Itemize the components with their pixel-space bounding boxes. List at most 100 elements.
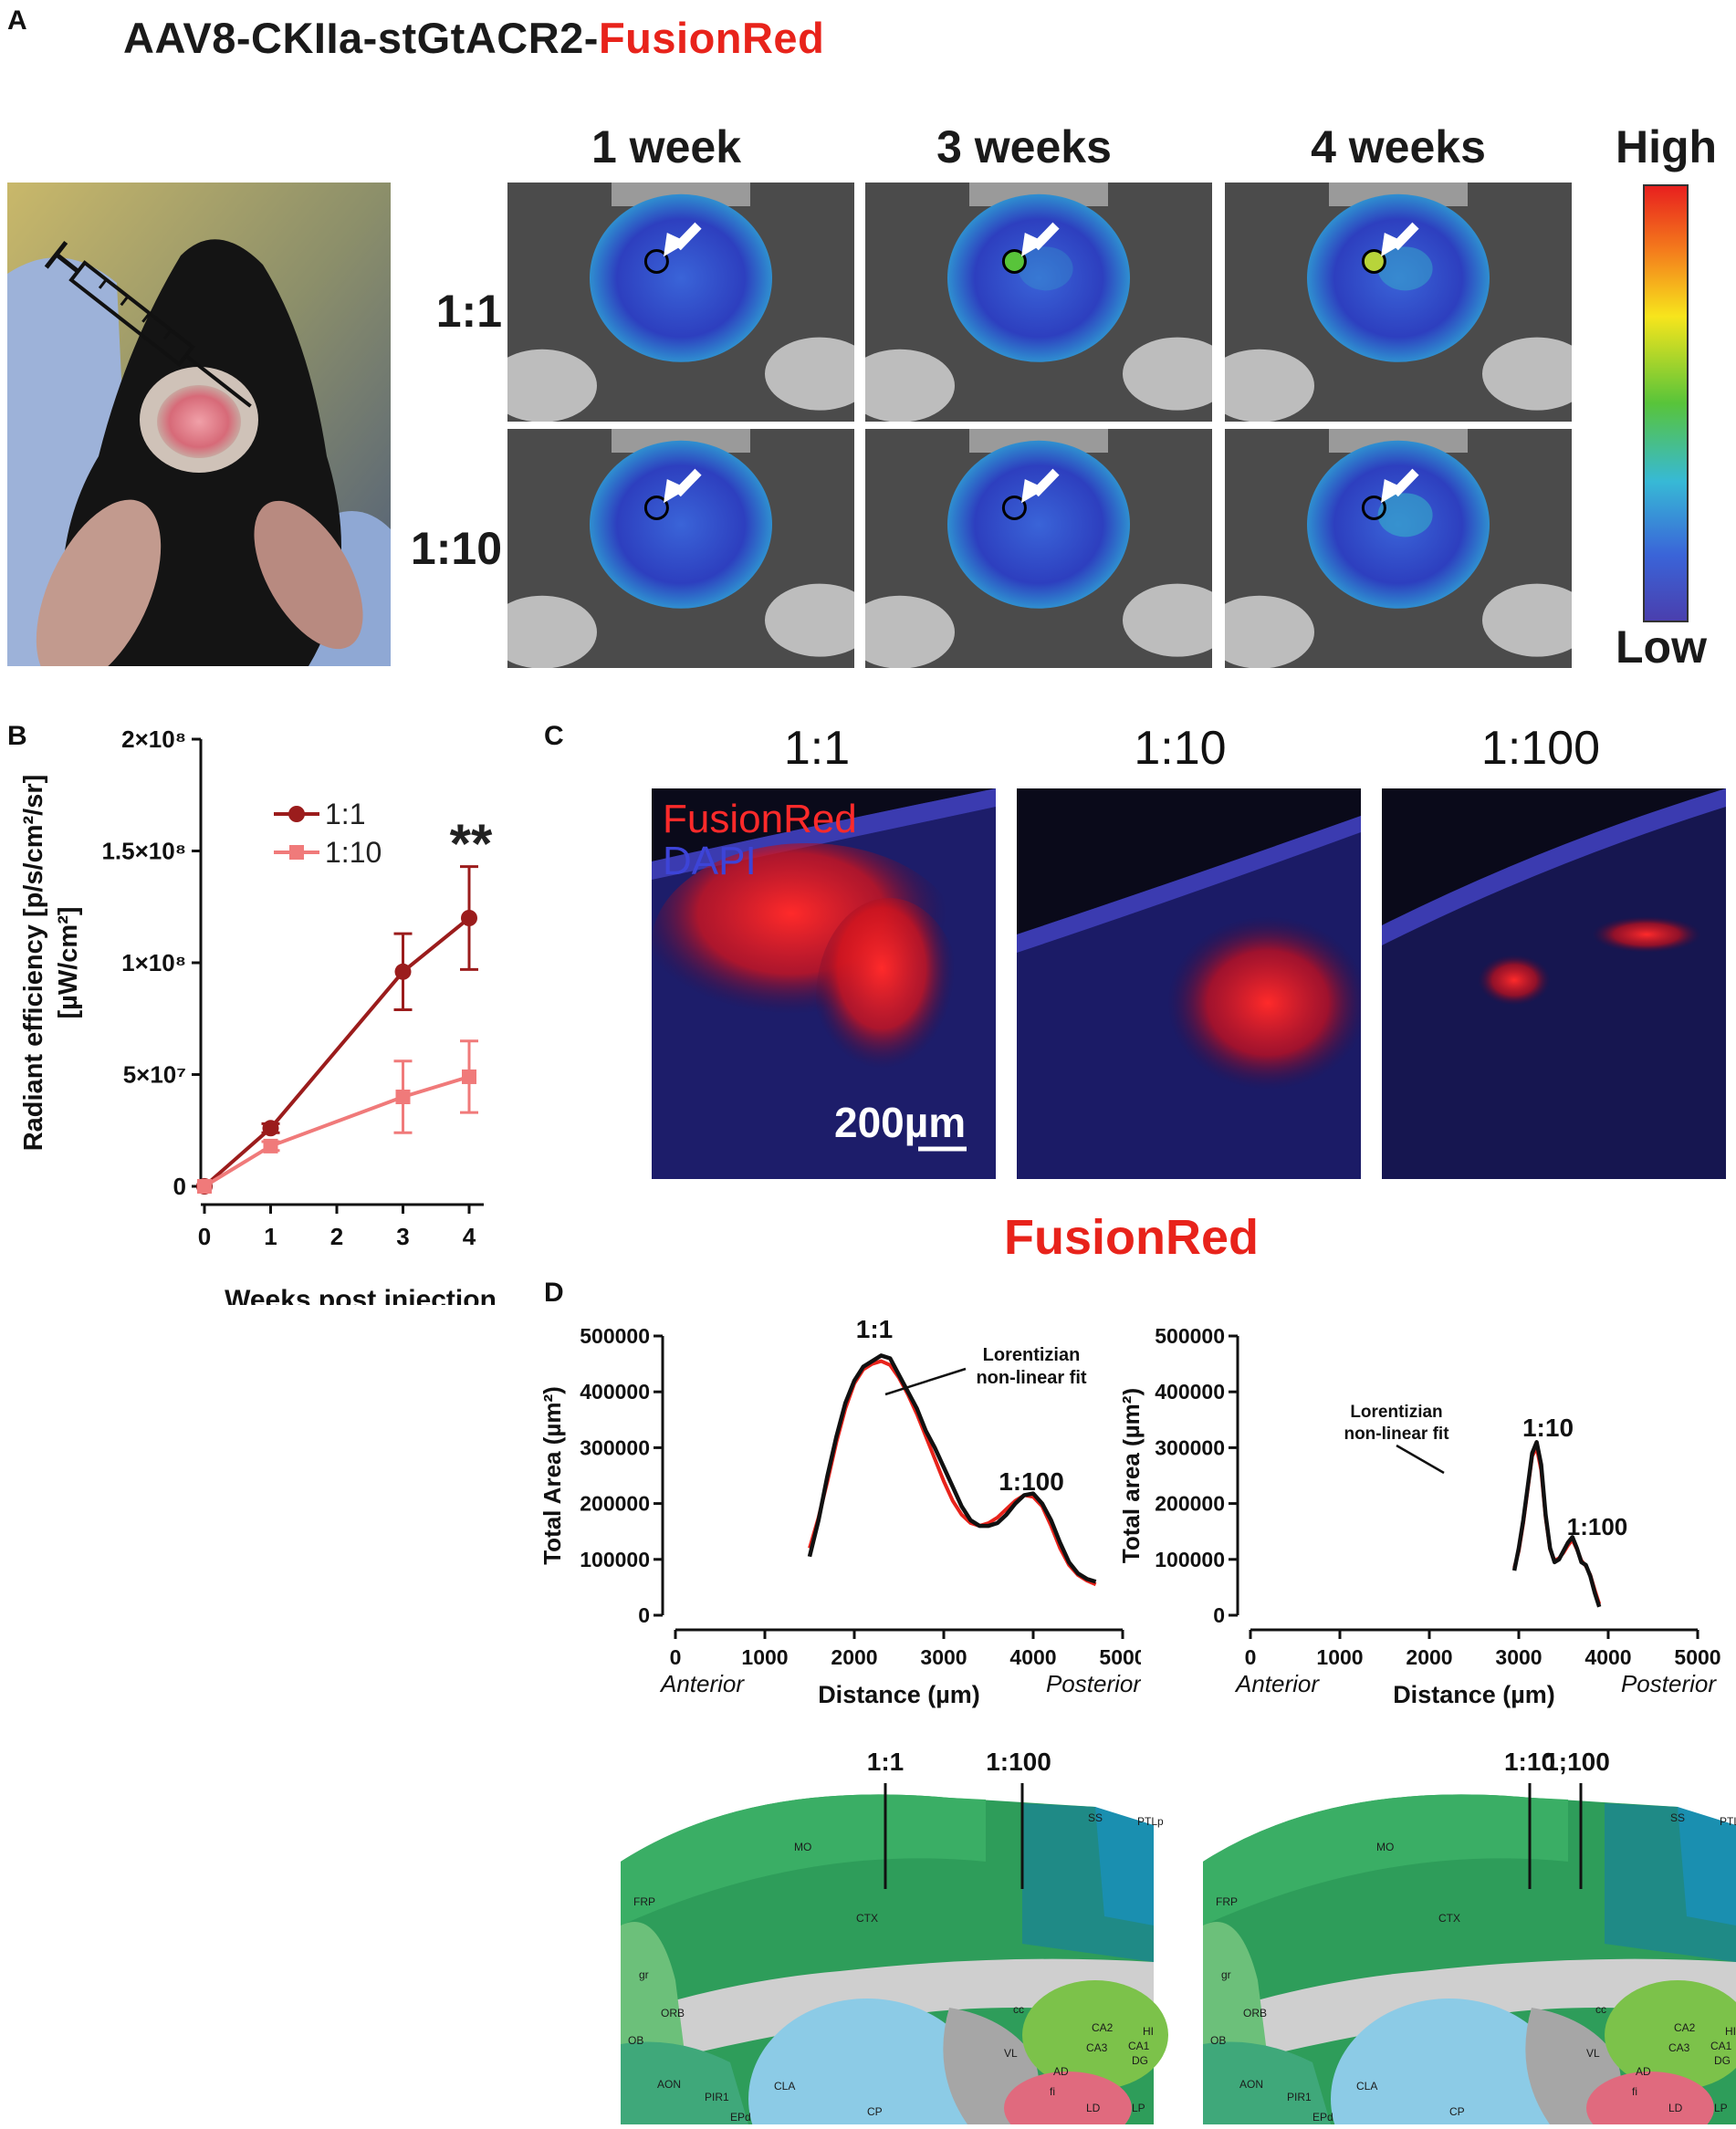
annotation: 1:10 xyxy=(1522,1414,1574,1442)
y-tick-label: 200000 xyxy=(580,1492,650,1516)
x-tick-label: 2000 xyxy=(831,1645,877,1669)
atlas-label: LD xyxy=(1668,2102,1683,2114)
ivis-image-1:10-4-weeks xyxy=(1225,429,1572,668)
data-point-1:10 xyxy=(462,1069,476,1084)
shoulder-right xyxy=(1123,337,1212,411)
atlas-label: CTX xyxy=(1438,1912,1460,1925)
atlas-label: AON xyxy=(657,2078,681,2091)
color-scale-bar xyxy=(1643,184,1689,622)
atlas-label: PIR1 xyxy=(1287,2091,1312,2103)
shoulder-left xyxy=(1225,349,1314,422)
ivis-image-1:1-1-week xyxy=(507,183,854,422)
x-tick-label: 4000 xyxy=(1009,1645,1056,1669)
atlas-label: DG xyxy=(1132,2054,1148,2067)
row-label-1-10: 1:10 xyxy=(410,523,502,574)
ivis-image-1:1-4-weeks xyxy=(1225,183,1572,422)
atlas-label: MO xyxy=(1376,1841,1394,1853)
y-tick-label: 0 xyxy=(638,1603,650,1627)
series-data xyxy=(807,1353,1097,1584)
ivis-scan xyxy=(865,183,1212,422)
x-note-posterior: Posterior xyxy=(1621,1670,1717,1697)
atlas-label: DG xyxy=(1714,2054,1731,2067)
panel-a-title: AAV8-CKIIa-stGtACR2-FusionRed xyxy=(123,13,824,63)
atlas-label: EPd xyxy=(730,2111,751,2124)
y-axis-label-line2: [µW/cm²] xyxy=(54,906,83,1018)
scale-high-label: High xyxy=(1616,121,1718,172)
atlas-label: CLA xyxy=(774,2080,795,2092)
signal-region xyxy=(590,193,772,362)
y-tick-label: 0 xyxy=(1213,1603,1225,1627)
annotation: non-linear fit xyxy=(976,1368,1086,1388)
histology-1-10 xyxy=(1017,788,1361,1179)
motor-cortex xyxy=(621,1794,986,1925)
y-tick-label: 5×10⁷ xyxy=(123,1061,186,1089)
atlas-marker-label: 1:10 xyxy=(1504,1748,1555,1776)
hippocampus xyxy=(1605,1980,1736,2090)
atlas-label: VL xyxy=(1004,2047,1018,2060)
x-tick-label: 3000 xyxy=(1495,1645,1542,1669)
atlas-label: fi xyxy=(1632,2085,1637,2098)
y-axis-label-line1: Radiant efficiency [p/s/cm²/sr] xyxy=(19,775,48,1152)
atlas-label: EPd xyxy=(1312,2111,1333,2124)
atlas-label: AD xyxy=(1053,2065,1069,2078)
atlas-label: CA1 xyxy=(1128,2040,1150,2052)
caudoputamen xyxy=(1331,1999,1568,2129)
motor-cortex xyxy=(1203,1794,1568,1925)
ivis-image-1:1-3-weeks xyxy=(865,183,1212,422)
thalamus xyxy=(1004,2072,1132,2129)
panel-c-col-1-10: 1:10 xyxy=(1134,722,1227,775)
data-point-1:10 xyxy=(395,1090,411,1104)
annotation: 1:100 xyxy=(999,1467,1064,1496)
x-tick-label: 0 xyxy=(670,1645,682,1669)
hippocampus xyxy=(1022,1980,1168,2090)
signal-region xyxy=(1307,193,1490,362)
atlas-marker-label: 1:100 xyxy=(986,1748,1051,1776)
shoulder-right xyxy=(765,337,854,411)
x-note-anterior: Anterior xyxy=(659,1670,745,1697)
atlas-label: cc xyxy=(1595,2003,1606,2016)
atlas-label: SS xyxy=(1670,1811,1685,1824)
chart-panel-b: 0 5×10⁷ 1×10⁸ 1.5×10⁸ 2×10⁸ 0 1 2 3 4 Weeks post i… xyxy=(19,725,497,1305)
x-axis-label: Distance (µm) xyxy=(1393,1681,1555,1708)
roi-circle xyxy=(1001,248,1027,274)
annotation: 1:1 xyxy=(856,1315,893,1343)
signal-region xyxy=(947,440,1130,609)
panel-label-c: C xyxy=(544,721,564,751)
y-tick-label: 500000 xyxy=(580,1324,650,1348)
signal-region xyxy=(590,440,772,609)
atlas-label: OB xyxy=(1210,2034,1226,2047)
roi-circle xyxy=(1361,248,1386,274)
x-tick-label: 5000 xyxy=(1099,1645,1141,1669)
atlas-label: LD xyxy=(1086,2102,1101,2114)
histology-1-1: FusionRed DAPI 200µm xyxy=(652,788,996,1179)
ivis-image-1:10-1-week xyxy=(507,429,854,668)
ivis-scan xyxy=(1225,429,1572,668)
x-axis-label: Distance (µm) xyxy=(818,1681,980,1708)
roi-circle xyxy=(643,248,669,274)
atlas-left: MO SS PTLp FRP CTX OB ORB AON PIR1 CLA CP VL cc fi AD L… xyxy=(621,1743,1168,2129)
arrow-icon xyxy=(664,222,702,257)
shoulder-left xyxy=(507,349,597,422)
atlas-label: HI xyxy=(1143,2025,1154,2038)
panel-label-b: B xyxy=(7,721,27,751)
x-tick-label: 4 xyxy=(463,1223,476,1250)
annotation: Lorentizian xyxy=(1350,1403,1442,1422)
legend-label-1:10: 1:10 xyxy=(325,836,382,869)
fit-pointer-line xyxy=(1396,1444,1445,1475)
shoulder-left xyxy=(865,595,955,668)
atlas-label: ORB xyxy=(661,2007,685,2019)
atlas-label: gr xyxy=(1221,1968,1231,1981)
arrow-icon xyxy=(1021,468,1060,504)
x-tick-label: 3000 xyxy=(920,1645,967,1669)
histology-image-1-10 xyxy=(1017,816,1361,1179)
atlas-label: AON xyxy=(1239,2078,1263,2091)
atlas-label: SS xyxy=(1088,1811,1103,1824)
scale-low-label: Low xyxy=(1616,621,1707,673)
x-tick-label: 1000 xyxy=(1316,1645,1363,1669)
panel-c-col-1-100: 1:100 xyxy=(1480,722,1601,775)
thalamus xyxy=(1586,2072,1714,2129)
series-line-1:1 xyxy=(203,916,471,1188)
legend-marker-1:10 xyxy=(289,845,304,860)
roi-circle xyxy=(1001,495,1027,520)
arrow-icon xyxy=(1381,222,1419,257)
